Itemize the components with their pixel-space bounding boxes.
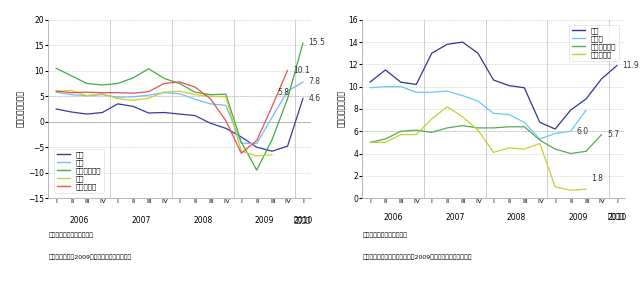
Text: （年期）: （年期） xyxy=(608,213,625,219)
Text: 2007: 2007 xyxy=(445,213,464,222)
Text: （年期）: （年期） xyxy=(294,216,310,222)
Text: 2006: 2006 xyxy=(383,213,402,222)
Text: 2009: 2009 xyxy=(255,216,274,225)
Text: 2008: 2008 xyxy=(193,216,213,225)
Y-axis label: 前年同期比（％）: 前年同期比（％） xyxy=(16,91,25,127)
Text: 2009: 2009 xyxy=(569,213,588,222)
Legend: 日本, 韓国, シンガポール, タイ, マレーシア: 日本, 韓国, シンガポール, タイ, マレーシア xyxy=(54,149,104,193)
Text: 5.8: 5.8 xyxy=(278,88,290,97)
Text: 備考：インド・フィリピンは、2009年第４四半期までの値。: 備考：インド・フィリピンは、2009年第４四半期までの値。 xyxy=(362,255,472,260)
Text: 6.0: 6.0 xyxy=(576,127,588,136)
Text: 15.5: 15.5 xyxy=(308,38,325,47)
Legend: 中国, インド, インドネシア, フィリピン: 中国, インド, インドネシア, フィリピン xyxy=(569,25,619,61)
Text: 2010: 2010 xyxy=(607,213,627,222)
Text: 10.1: 10.1 xyxy=(293,66,310,75)
Text: 2006: 2006 xyxy=(70,216,89,225)
Text: 資料：各国統計から作成。: 資料：各国統計から作成。 xyxy=(362,232,407,238)
Text: 7.8: 7.8 xyxy=(308,78,321,87)
Text: 1.8: 1.8 xyxy=(591,173,603,183)
Text: 2007: 2007 xyxy=(131,216,151,225)
Text: 備考：タイは、2009年第４四半期までの値。: 備考：タイは、2009年第４四半期までの値。 xyxy=(48,255,131,260)
Text: 4.6: 4.6 xyxy=(308,94,321,103)
Text: 11.9: 11.9 xyxy=(622,61,639,70)
Text: 2010: 2010 xyxy=(294,216,312,225)
Text: 2008: 2008 xyxy=(507,213,526,222)
Text: 資料：各国統計から作成。: 資料：各国統計から作成。 xyxy=(48,232,93,238)
Y-axis label: 前年同期比（％）: 前年同期比（％） xyxy=(337,91,346,127)
Text: 5.7: 5.7 xyxy=(607,130,619,139)
